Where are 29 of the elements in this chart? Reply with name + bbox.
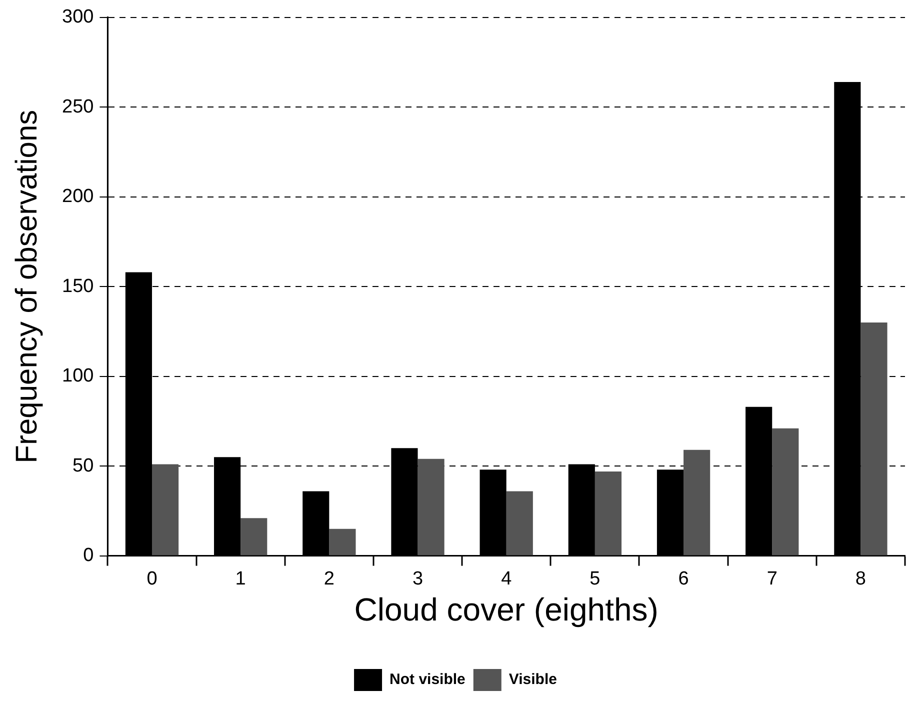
bar xyxy=(152,464,179,556)
bar xyxy=(329,528,356,556)
x-tick-label: 3 xyxy=(412,568,424,590)
bar xyxy=(506,491,533,556)
y-tick-label: 250 xyxy=(62,96,94,118)
x-tick-label: 7 xyxy=(766,568,778,590)
y-axis-title: Frequency of observations xyxy=(10,110,44,464)
x-tick-label: 5 xyxy=(590,568,600,590)
x-tick-label: 6 xyxy=(678,568,689,590)
y-tick-label: 100 xyxy=(62,366,94,387)
bar xyxy=(240,518,268,556)
bar xyxy=(772,428,799,556)
y-tick-label: 50 xyxy=(72,455,94,476)
y-tick-label: 200 xyxy=(62,186,94,208)
x-tick-label: 2 xyxy=(324,568,334,590)
legend-label: Not visible xyxy=(390,671,466,688)
x-tick-label: 8 xyxy=(855,568,866,590)
y-tick-label: 150 xyxy=(62,276,94,297)
x-axis-title: Cloud cover (eighths) xyxy=(354,592,658,628)
bar xyxy=(594,471,622,556)
x-tick-label: 0 xyxy=(146,568,158,590)
x-tick-label: 1 xyxy=(235,568,246,590)
bar xyxy=(684,450,710,556)
bar xyxy=(860,322,888,556)
y-tick-label: 300 xyxy=(62,6,94,28)
legend-label: Visible xyxy=(508,671,557,688)
bar xyxy=(418,458,444,556)
y-tick-label: 0 xyxy=(83,545,94,566)
x-tick-label: 4 xyxy=(501,568,512,590)
